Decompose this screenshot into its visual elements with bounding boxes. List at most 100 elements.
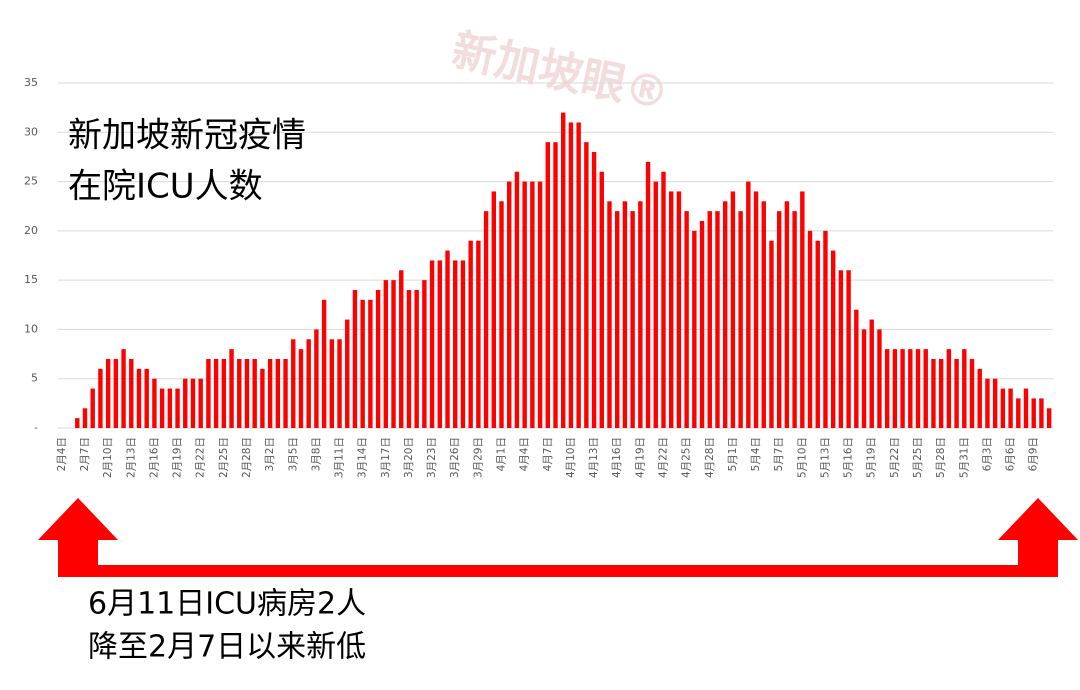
bar <box>769 240 774 428</box>
bar <box>761 201 766 428</box>
x-tick-label: 2月16日 <box>148 437 160 478</box>
chart-title: 在院ICU人数 <box>68 167 263 207</box>
x-tick-label: 6月9日 <box>1028 437 1040 471</box>
bar <box>221 359 227 428</box>
annotation: 6月11日ICU病房2人 <box>88 587 366 622</box>
x-tick-label: 3月2日 <box>264 437 276 471</box>
bar <box>1046 408 1052 428</box>
y-tick-label: 15 <box>24 273 38 286</box>
bar <box>1039 398 1044 428</box>
x-tick-label: 3月17日 <box>380 437 392 478</box>
x-tick-label: 5月31日 <box>958 437 970 478</box>
bar <box>900 349 905 428</box>
y-tick-label: 35 <box>24 76 38 89</box>
x-tick-label: 5月22日 <box>889 437 901 478</box>
x-tick-label: 5月7日 <box>773 437 785 471</box>
x-tick-label: 4月7日 <box>542 437 554 471</box>
x-tick-label: 5月19日 <box>866 437 878 478</box>
y-tick-label: 20 <box>24 224 38 237</box>
bar <box>352 290 358 428</box>
bar <box>615 211 620 428</box>
x-tick-label: 3月14日 <box>357 437 369 478</box>
bar <box>406 290 412 428</box>
bar <box>445 250 450 428</box>
x-tick-label: 3月26日 <box>449 437 461 478</box>
bar <box>784 201 790 428</box>
bar <box>645 161 651 428</box>
bar <box>946 349 952 428</box>
bar <box>622 201 628 428</box>
bar <box>375 290 381 428</box>
bar <box>923 349 928 428</box>
bar <box>746 181 751 428</box>
bar <box>1031 398 1036 428</box>
bar <box>607 201 612 428</box>
bar <box>707 211 712 428</box>
bar <box>869 319 874 428</box>
bar <box>252 359 257 428</box>
bar <box>206 359 211 428</box>
y-tick-label: 10 <box>24 322 38 335</box>
bar <box>591 152 597 428</box>
bar <box>476 240 481 428</box>
bar <box>190 378 196 428</box>
bar <box>1000 388 1006 428</box>
bar <box>383 280 389 428</box>
x-tick-label: 4月16日 <box>611 437 623 478</box>
x-tick-label: 6月3日 <box>981 437 993 471</box>
bar <box>75 418 80 428</box>
bar <box>553 142 558 428</box>
bar <box>267 359 273 428</box>
bar <box>661 171 666 428</box>
bar <box>738 211 743 428</box>
bar <box>152 378 157 428</box>
x-tick-label: 3月29日 <box>472 437 484 478</box>
bar <box>105 359 111 428</box>
bar <box>237 359 242 428</box>
x-tick-label: 2月10日 <box>102 437 114 478</box>
bar <box>514 171 520 428</box>
bar <box>699 221 705 428</box>
bar <box>823 230 828 428</box>
bar <box>491 191 496 428</box>
bar <box>298 349 304 428</box>
bar <box>314 329 319 428</box>
bar <box>468 240 473 428</box>
bar <box>453 260 458 428</box>
y-tick-label: 30 <box>24 125 38 138</box>
bar <box>399 270 404 428</box>
x-tick-label: 5月28日 <box>935 437 947 478</box>
x-tick-label: 4月13日 <box>588 437 600 478</box>
bar <box>599 171 604 428</box>
bar <box>437 260 443 428</box>
bar <box>136 368 142 428</box>
bar <box>483 211 489 428</box>
bar <box>545 142 550 428</box>
bar <box>159 388 165 428</box>
bar <box>429 260 435 428</box>
bar <box>113 359 119 428</box>
x-tick-label: 3月8日 <box>310 437 322 471</box>
bar <box>915 349 921 428</box>
bar <box>1016 398 1021 428</box>
bar <box>90 388 95 428</box>
x-tick-label: 4月4日 <box>519 437 531 471</box>
bar <box>360 299 365 428</box>
bar <box>838 270 844 428</box>
bracket-arrows <box>38 498 1078 577</box>
bar <box>537 181 543 428</box>
bar <box>830 250 836 428</box>
bar <box>977 368 982 428</box>
bar <box>684 211 689 428</box>
x-tick-label: 2月19日 <box>172 437 184 478</box>
x-tick-label: 3月11日 <box>334 437 346 478</box>
bar <box>992 378 998 428</box>
bar <box>175 388 180 428</box>
x-tick-label: 2月28日 <box>241 437 253 478</box>
bar <box>1008 388 1013 428</box>
bar <box>753 191 759 428</box>
bar <box>229 349 234 428</box>
bar <box>969 359 975 428</box>
bar <box>98 368 103 428</box>
x-tick-label: 4月25日 <box>681 437 693 478</box>
